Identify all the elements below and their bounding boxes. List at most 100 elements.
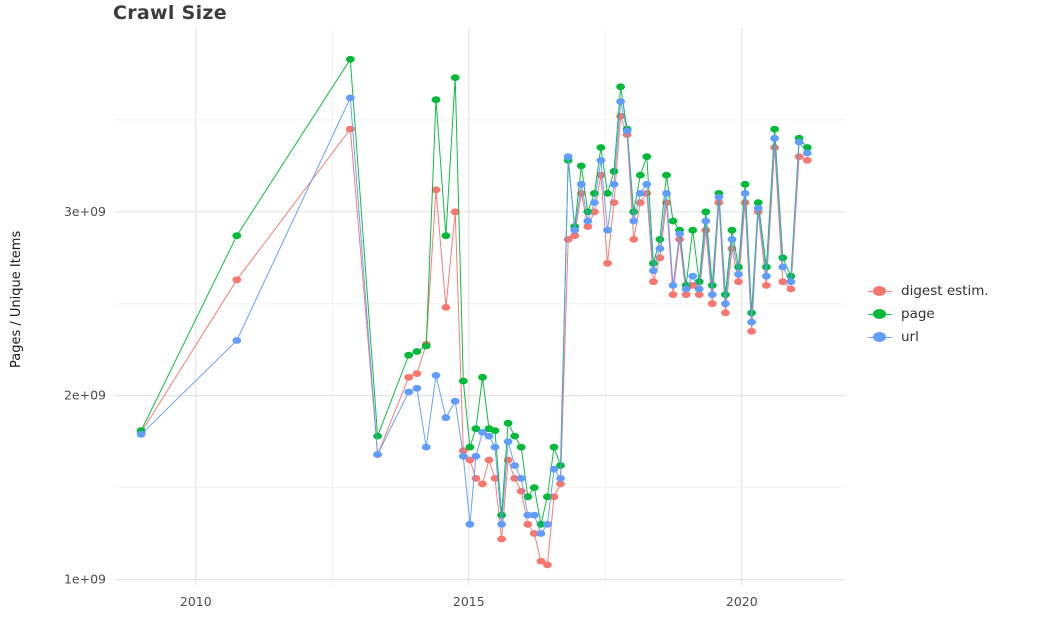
- data-point: [721, 300, 730, 308]
- data-point: [458, 447, 468, 455]
- data-point: [721, 291, 730, 298]
- data-point: [478, 480, 487, 488]
- data-point: [740, 180, 750, 188]
- data-point: [373, 432, 382, 440]
- data-point: [450, 208, 460, 216]
- data-point: [549, 493, 559, 501]
- y-tick-label: 1e+09: [64, 571, 106, 586]
- data-point: [681, 291, 691, 298]
- data-point: [345, 94, 355, 102]
- data-point: [516, 443, 526, 451]
- data-point: [786, 285, 796, 293]
- data-point: [778, 278, 788, 286]
- data-point: [421, 342, 431, 350]
- data-point: [536, 557, 546, 565]
- data-point: [543, 493, 552, 501]
- data-point: [450, 397, 460, 405]
- data-point: [753, 204, 763, 212]
- data-point: [642, 153, 652, 161]
- data-point: [465, 443, 475, 451]
- legend-item-page: page: [868, 306, 989, 322]
- data-point: [655, 236, 665, 243]
- data-point: [478, 373, 487, 381]
- data-point: [694, 285, 704, 293]
- data-point: [707, 282, 717, 289]
- data-point: [529, 530, 539, 537]
- data-point: [616, 98, 625, 105]
- data-point: [556, 475, 565, 482]
- data-point: [753, 199, 763, 207]
- y-tick-label: 2e+09: [64, 388, 106, 403]
- data-point: [802, 157, 812, 164]
- data-point: [727, 226, 737, 234]
- data-point: [471, 425, 481, 433]
- data-point: [431, 372, 441, 379]
- data-point: [762, 272, 771, 280]
- data-point: [668, 217, 678, 225]
- data-point: [590, 190, 599, 197]
- data-point: [596, 157, 606, 164]
- data-point: [529, 484, 539, 491]
- data-point: [490, 443, 500, 451]
- data-point: [747, 318, 756, 326]
- data-point: [510, 432, 520, 440]
- legend-item-url: url: [868, 329, 989, 345]
- data-point: [635, 190, 645, 197]
- legend-key-icon: [868, 330, 892, 344]
- data-point: [484, 456, 494, 464]
- data-point: [549, 465, 559, 473]
- data-point: [431, 96, 441, 104]
- data-point: [675, 230, 684, 238]
- data-point: [629, 236, 639, 243]
- data-point: [570, 226, 580, 234]
- data-point: [681, 285, 691, 293]
- data-point: [701, 217, 711, 225]
- data-point: [675, 236, 684, 243]
- data-point: [707, 300, 717, 308]
- data-point: [622, 127, 632, 135]
- data-point: [694, 291, 704, 298]
- data-point: [721, 309, 730, 317]
- data-point: [556, 480, 565, 488]
- data-point: [609, 180, 619, 188]
- data-point: [490, 427, 500, 434]
- data-point: [563, 153, 573, 161]
- data-point: [802, 149, 812, 157]
- data-point: [740, 190, 750, 197]
- data-point: [576, 162, 586, 170]
- data-point: [778, 254, 788, 262]
- data-point: [609, 168, 619, 175]
- data-point: [516, 475, 526, 482]
- data-point: [662, 190, 671, 197]
- data-point: [404, 373, 414, 381]
- legend-key-icon: [868, 307, 892, 321]
- data-point: [576, 180, 586, 188]
- data-point: [441, 304, 451, 311]
- series-url: [136, 94, 812, 537]
- data-point: [523, 520, 533, 528]
- data-point: [232, 232, 242, 240]
- series-line: [140, 95, 808, 535]
- data-point: [465, 520, 475, 528]
- data-point: [734, 270, 743, 278]
- data-point: [747, 327, 756, 335]
- data-point: [458, 377, 468, 385]
- data-point: [404, 388, 414, 396]
- data-point: [412, 370, 422, 377]
- data-point: [471, 452, 481, 460]
- x-tick-label: 2015: [453, 594, 485, 609]
- x-tick-label: 2010: [180, 594, 212, 609]
- x-tick-label: 2020: [726, 594, 758, 609]
- data-point: [762, 263, 771, 271]
- data-point: [497, 535, 506, 543]
- data-point: [616, 83, 625, 91]
- data-point: [570, 232, 580, 240]
- data-point: [794, 153, 804, 161]
- data-point: [503, 438, 513, 445]
- data-point: [668, 291, 678, 298]
- chart-title: Crawl Size: [113, 2, 227, 24]
- legend: digest estim. page url: [868, 283, 989, 345]
- legend-label: url: [901, 329, 919, 345]
